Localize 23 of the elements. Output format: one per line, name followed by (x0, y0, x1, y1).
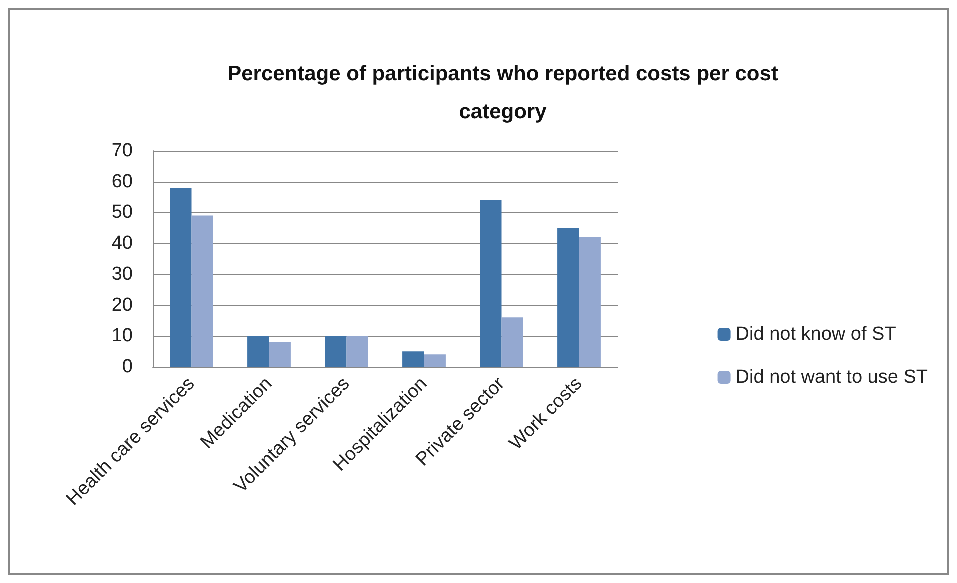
bar (480, 200, 502, 367)
legend-label: Did not know of ST (736, 324, 897, 345)
y-tick-label: 70 (112, 140, 133, 162)
bar (402, 352, 424, 367)
bar (346, 336, 368, 367)
bar (558, 228, 580, 367)
y-tick-label: 50 (112, 202, 133, 224)
bar (502, 318, 524, 367)
legend-label: Did not want to use ST (736, 367, 928, 388)
y-tick-label: 40 (112, 233, 133, 254)
bar (192, 216, 214, 367)
y-tick-label: 0 (122, 356, 133, 378)
y-tick-label: 20 (112, 294, 133, 316)
bar (424, 354, 446, 367)
bar (325, 336, 347, 367)
bar (269, 342, 291, 367)
bar (170, 188, 192, 367)
y-tick-label: 10 (112, 326, 133, 347)
bar (579, 237, 601, 367)
y-tick-label: 30 (112, 264, 133, 285)
chart-title: Percentage of participants who reported costs per cost category (228, 62, 778, 124)
bar (248, 336, 270, 367)
y-tick-label: 60 (112, 171, 133, 192)
